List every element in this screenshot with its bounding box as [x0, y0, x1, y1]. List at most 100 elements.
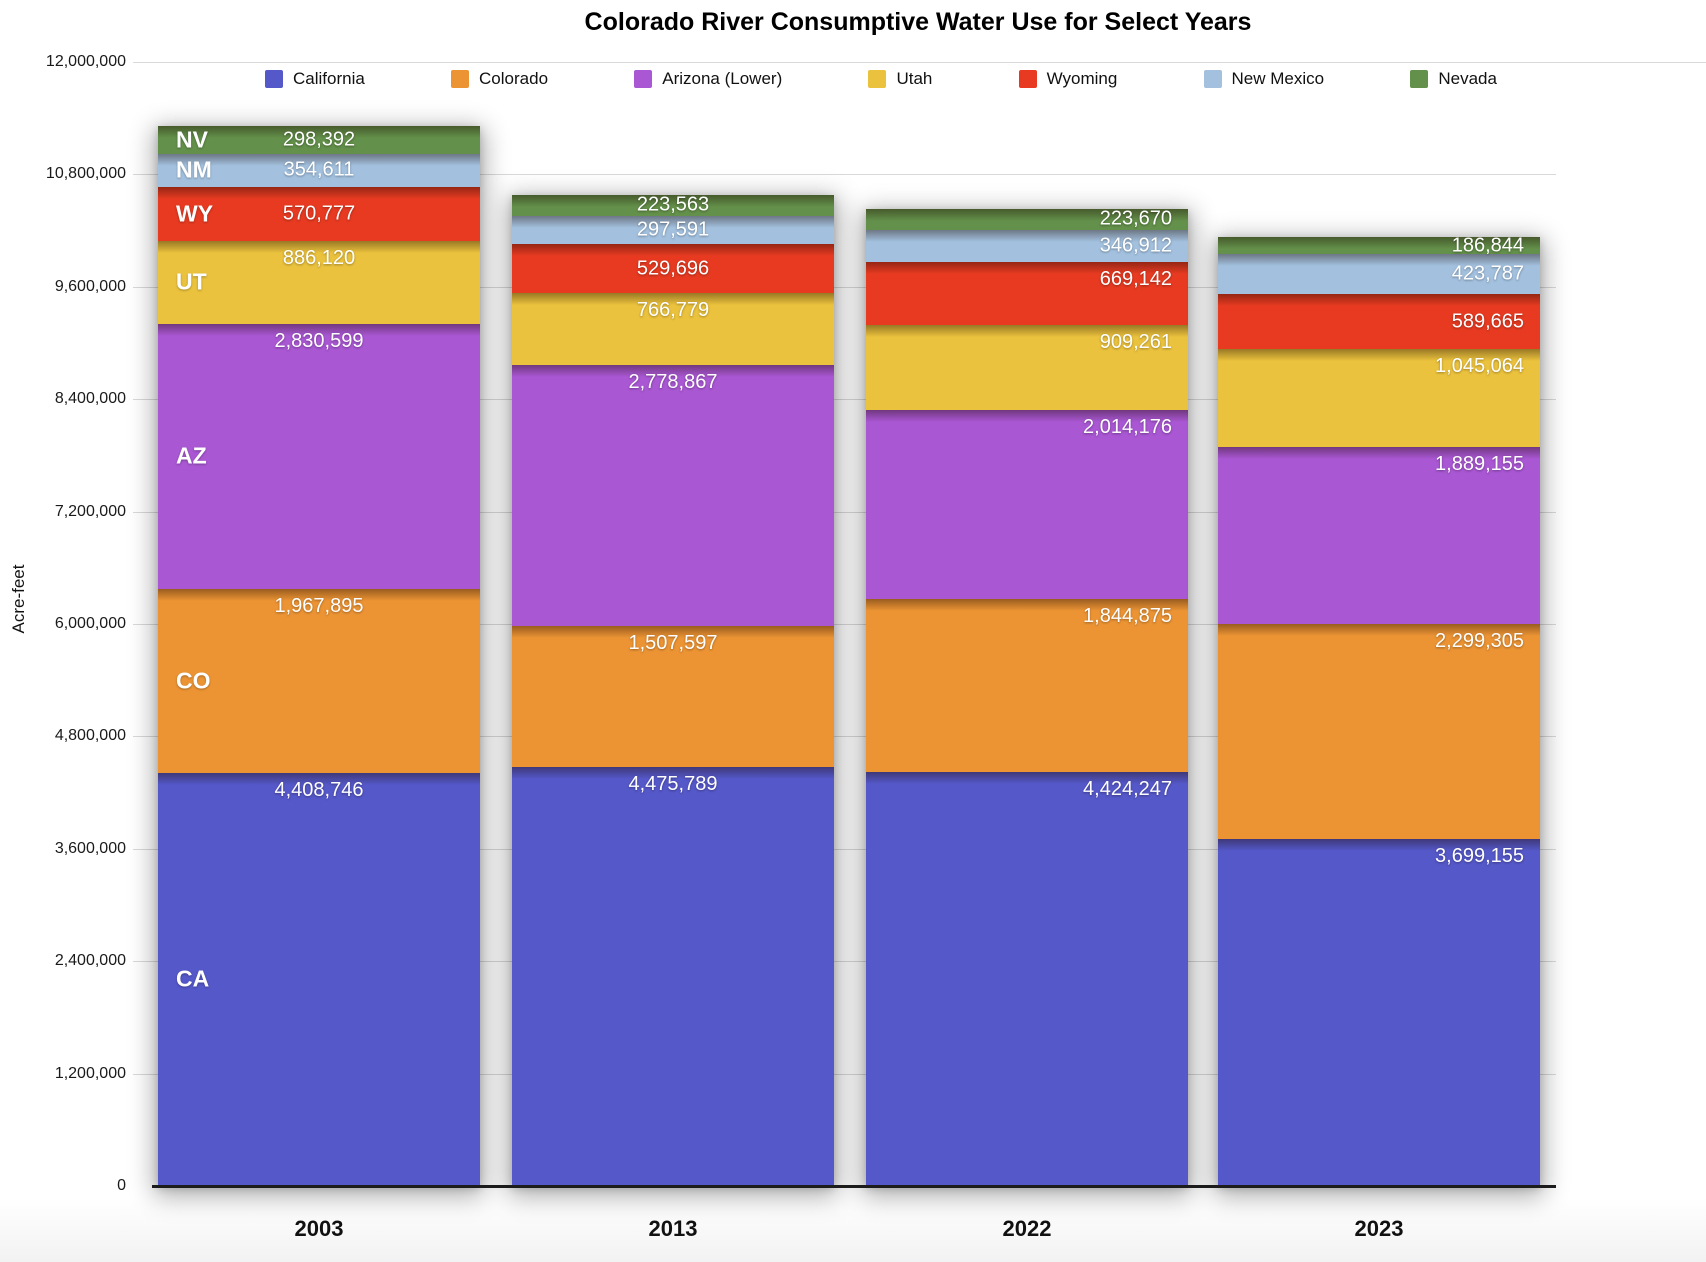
x-category-label: 2003 — [294, 1216, 344, 1241]
legend-item-utah: Utah — [868, 69, 932, 89]
state-abbr-label: CO — [176, 667, 211, 694]
gridline — [133, 961, 1556, 963]
bar-segment-wy-2022: 669,142 — [866, 262, 1188, 325]
value-label: 354,611 — [283, 158, 355, 181]
bar-segment-nm-2003: 354,611 NM — [158, 153, 480, 188]
legend-item-new-mexico: New Mexico — [1203, 69, 1325, 89]
legend-label: Colorado — [479, 69, 549, 88]
bar-segment-ca-2022: 4,424,247 — [866, 771, 1188, 1186]
value-label: 2,014,176 — [1083, 416, 1172, 439]
value-label: 1,045,064 — [1435, 355, 1524, 378]
y-tick-label: 9,600,000 — [54, 277, 126, 295]
bar-segment-co-2003: 1,967,895 CO — [158, 588, 480, 773]
value-label: 886,120 — [282, 246, 356, 269]
value-label: 909,261 — [1099, 330, 1172, 353]
value-label: 297,591 — [636, 218, 710, 241]
legend-item-colorado: Colorado — [451, 69, 548, 89]
chart-title: Colorado River Consumptive Water Use for… — [584, 8, 1252, 36]
state-abbr-label: WY — [176, 200, 214, 227]
value-label: 529,696 — [636, 257, 710, 280]
bar-segment-ut-2023: 1,045,064 — [1218, 349, 1540, 448]
value-label: 570,777 — [282, 202, 356, 225]
value-label: 423,787 — [1451, 262, 1524, 285]
bar-segment-ca-2003: 4,408,746 CA — [158, 772, 480, 1186]
legend-swatch-icon — [868, 70, 887, 88]
y-tick-label: 8,400,000 — [54, 390, 126, 408]
value-label: 1,967,895 — [274, 594, 364, 617]
legend: California Colorado Arizona (Lower) Utah Wyo… — [265, 66, 1497, 92]
bar-segment-az-2003: 2,830,599 AZ — [158, 323, 480, 589]
bar-segment-co-2013: 1,507,597 — [512, 625, 834, 767]
bar-segment-wy-2003: 570,777 WY — [158, 187, 480, 241]
value-label: 4,475,789 — [628, 772, 718, 795]
state-abbr-label: NV — [176, 126, 208, 153]
legend-swatch-icon — [451, 70, 470, 88]
value-label: 766,779 — [636, 299, 710, 322]
y-tick-label: 7,200,000 — [54, 502, 126, 520]
gridline — [133, 1073, 1556, 1075]
gridline — [133, 399, 1556, 401]
legend-item-nevada: Nevada — [1410, 69, 1497, 89]
value-label: 1,507,597 — [628, 631, 718, 654]
gridline — [133, 736, 1556, 738]
value-label: 3,699,155 — [1435, 845, 1524, 868]
value-label: 1,844,875 — [1083, 604, 1172, 627]
bar-segment-az-2013: 2,778,867 — [512, 365, 834, 626]
y-axis-title: Acre-feet — [9, 564, 28, 634]
state-abbr-label: AZ — [176, 442, 207, 469]
legend-item-arizona-lower: Arizona (Lower) — [634, 69, 782, 89]
bar-segment-ca-2023: 3,699,155 — [1218, 839, 1540, 1186]
bar-segment-ut-2003: 886,120 UT — [158, 240, 480, 324]
bar-segment-ut-2013: 766,779 — [512, 293, 834, 366]
legend-swatch-icon — [634, 70, 653, 88]
value-label: 589,665 — [1451, 310, 1524, 333]
legend-label: California — [293, 69, 365, 88]
x-axis-line — [152, 1185, 1556, 1188]
state-abbr-label: UT — [176, 268, 207, 295]
value-label: 1,889,155 — [1435, 453, 1524, 476]
legend-swatch-icon — [1410, 70, 1429, 88]
y-tick-label: 4,800,000 — [54, 727, 126, 745]
y-tick-label: 3,600,000 — [54, 839, 126, 857]
value-label: 223,670 — [1099, 207, 1172, 230]
gridline — [133, 848, 1556, 850]
bar-stack-2022: 223,670 346,912 669,142 909,261 2,014,176 1,8… — [866, 207, 1188, 1186]
value-label: 4,424,247 — [1083, 777, 1172, 800]
bar-segment-co-2023: 2,299,305 — [1218, 624, 1540, 840]
bar-stack-2003: 298,392 NV 354,611 NM 570,777 WY 886,120 UT 2,83… — [158, 125, 480, 1186]
legend-item-wyoming: Wyoming — [1018, 69, 1118, 89]
legend-item-california: California — [265, 69, 365, 89]
y-tick-label: 6,000,000 — [54, 615, 126, 632]
legend-label: Wyoming — [1046, 69, 1118, 88]
bar-segment-wy-2023: 589,665 — [1218, 294, 1540, 350]
state-abbr-label: NM — [176, 156, 212, 183]
bar-segment-nv-2003: 298,392 NV — [158, 125, 480, 154]
gridline — [133, 624, 1556, 625]
bar-stack-2013: 223,563 297,591 529,696 766,779 2,778,867 1,5… — [512, 193, 834, 1186]
bar-segment-ca-2013: 4,475,789 — [512, 766, 834, 1186]
bar-segment-nm-2013: 297,591 — [512, 215, 834, 244]
value-label: 223,563 — [636, 193, 710, 216]
bar-segment-wy-2013: 529,696 — [512, 243, 834, 294]
value-label: 669,142 — [1099, 268, 1172, 291]
value-label: 2,778,867 — [628, 371, 718, 394]
x-category-label: 2022 — [1002, 1216, 1052, 1241]
gridline — [133, 511, 1556, 513]
value-label: 4,408,746 — [274, 778, 364, 801]
legend-label: Nevada — [1438, 69, 1497, 88]
legend-label: Utah — [896, 69, 933, 88]
footer-fade — [0, 1198, 1706, 1262]
legend-label: New Mexico — [1231, 69, 1325, 88]
bar-segment-az-2022: 2,014,176 — [866, 410, 1188, 599]
x-category-label: 2023 — [1354, 1216, 1404, 1241]
gridline — [133, 62, 1706, 63]
legend-swatch-icon — [265, 70, 283, 88]
bar-segment-nv-2023: 186,844 — [1218, 234, 1540, 256]
value-label: 2,830,599 — [274, 329, 364, 352]
y-tick-label: 0 — [117, 1177, 126, 1194]
gridline — [133, 286, 1556, 288]
bar-segment-nm-2023: 423,787 — [1218, 254, 1540, 295]
y-tick-label: 1,200,000 — [54, 1064, 126, 1082]
bar-segment-nv-2022: 223,670 — [866, 207, 1188, 230]
